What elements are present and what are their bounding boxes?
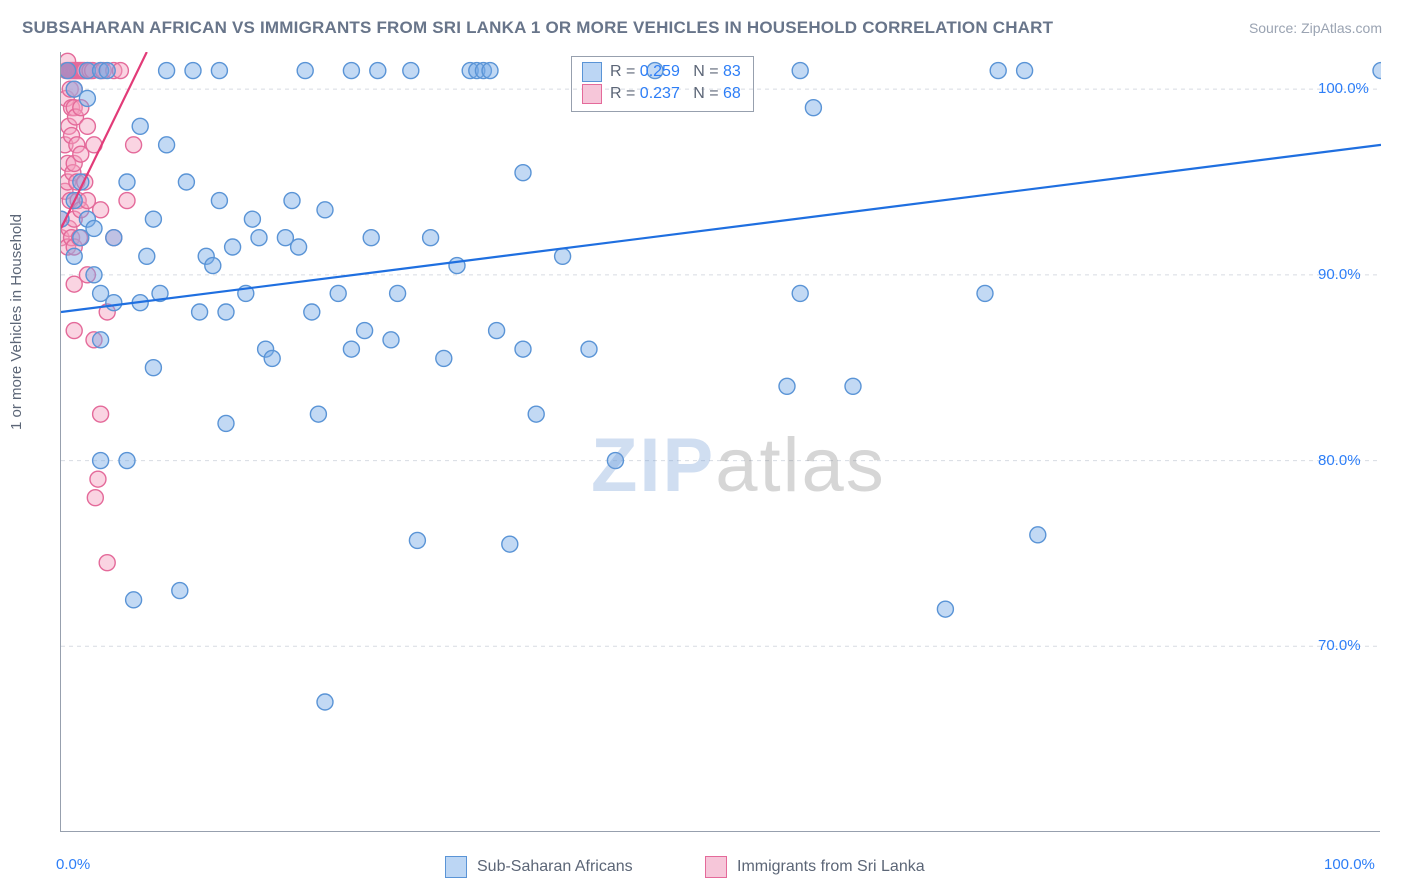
stats-legend-row: R = 0.259 N = 83: [582, 61, 741, 83]
y-tick-label: 80.0%: [1318, 452, 1361, 469]
legend-swatch-icon: [445, 856, 467, 878]
legend-swatch-icon: [582, 62, 602, 82]
x-tick-label: 100.0%: [1324, 856, 1375, 873]
stats-legend-text: R = 0.259 N = 83: [610, 61, 741, 83]
y-axis-label: 1 or more Vehicles in Household: [8, 214, 25, 430]
y-tick-label: 100.0%: [1318, 80, 1369, 97]
chart-title: SUBSAHARAN AFRICAN VS IMMIGRANTS FROM SR…: [22, 18, 1053, 38]
y-tick-label: 70.0%: [1318, 637, 1361, 654]
bottom-legend-item: Sub-Saharan Africans: [445, 856, 633, 878]
legend-swatch-icon: [582, 84, 602, 104]
chart-container: SUBSAHARAN AFRICAN VS IMMIGRANTS FROM SR…: [0, 0, 1406, 892]
x-tick-label: 0.0%: [56, 856, 90, 873]
source-label: Source: ZipAtlas.com: [1249, 20, 1382, 36]
stats-legend-row: R = 0.237 N = 68: [582, 83, 741, 105]
stats-legend-text: R = 0.237 N = 68: [610, 83, 741, 105]
y-tick-label: 90.0%: [1318, 266, 1361, 283]
plot-area: ZIPatlas R = 0.259 N = 83R = 0.237 N = 6…: [60, 52, 1380, 832]
scatter-svg: [61, 52, 1381, 832]
stats-legend: R = 0.259 N = 83R = 0.237 N = 68: [571, 56, 754, 112]
bottom-legend-label: Sub-Saharan Africans: [477, 858, 633, 876]
bottom-legend-label: Immigrants from Sri Lanka: [737, 858, 925, 876]
legend-swatch-icon: [705, 856, 727, 878]
bottom-legend-item: Immigrants from Sri Lanka: [705, 856, 925, 878]
